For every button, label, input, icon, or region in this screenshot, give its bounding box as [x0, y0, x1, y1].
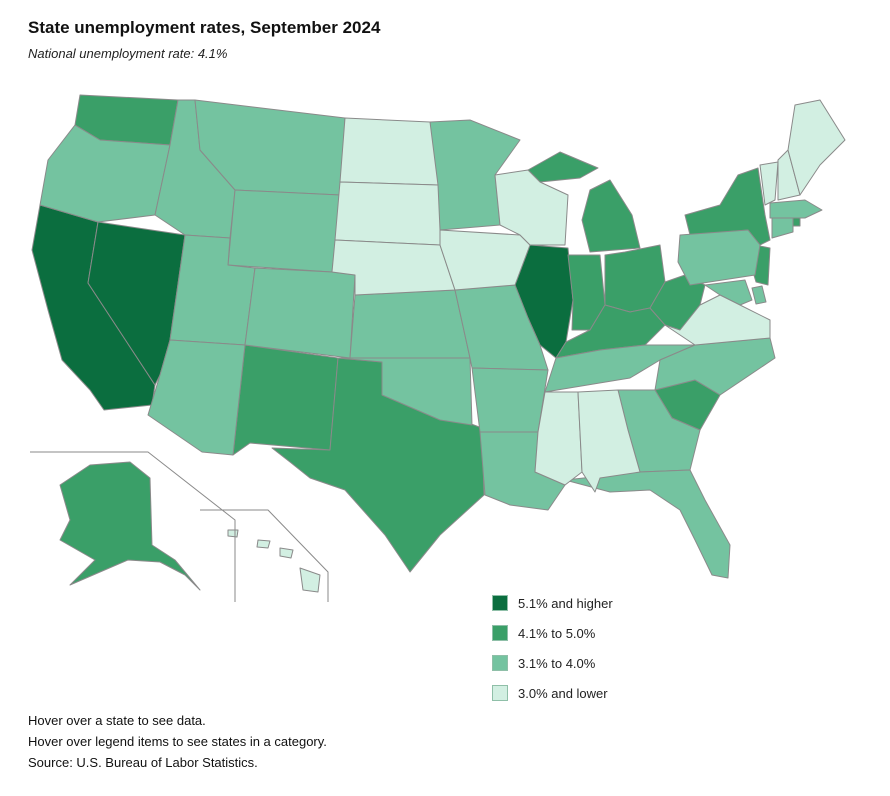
state-hawaii-oahu[interactable]: [256, 539, 271, 549]
legend-label: 4.1% to 5.0%: [518, 625, 596, 641]
state-arizona[interactable]: [147, 339, 246, 456]
legend-label: 3.1% to 4.0%: [518, 655, 596, 671]
state-alabama[interactable]: [577, 389, 641, 493]
state-new-mexico[interactable]: [232, 344, 339, 456]
state-alaska[interactable]: [59, 461, 201, 591]
state-oklahoma[interactable]: [337, 357, 473, 426]
legend-label: 3.0% and lower: [518, 685, 608, 701]
state-hawaii-maui[interactable]: [279, 547, 294, 559]
state-oregon[interactable]: [39, 124, 171, 223]
state-missouri[interactable]: [454, 284, 549, 371]
state-iowa[interactable]: [439, 229, 531, 291]
hawaii-inset-border: [200, 509, 329, 602]
legend-item-mid-low[interactable]: 3.1% to 4.0%: [492, 648, 613, 678]
state-kansas[interactable]: [349, 289, 471, 359]
page-subtitle: National unemployment rate: 4.1%: [28, 46, 228, 61]
state-florida[interactable]: [564, 469, 731, 579]
legend-swatch-mid-high: [492, 625, 508, 641]
state-connecticut[interactable]: [771, 215, 794, 239]
state-delaware[interactable]: [751, 285, 767, 305]
state-vermont[interactable]: [759, 161, 779, 206]
state-virginia[interactable]: [664, 294, 771, 346]
hover-state-note: Hover over a state to see data.: [28, 713, 206, 728]
legend-swatch-high: [492, 595, 508, 611]
legend-item-high[interactable]: 5.1% and higher: [492, 588, 613, 618]
state-hawaii-kauai[interactable]: [227, 529, 239, 538]
state-south-dakota[interactable]: [334, 181, 441, 246]
map-notes: Hover over a state to see data. Hover ov…: [28, 710, 327, 773]
state-massachusetts[interactable]: [769, 199, 823, 219]
state-north-dakota[interactable]: [339, 117, 439, 186]
legend-item-mid-high[interactable]: 4.1% to 5.0%: [492, 618, 613, 648]
legend-label: 5.1% and higher: [518, 595, 613, 611]
alaska-inset-border: [30, 451, 236, 602]
legend-swatch-mid-low: [492, 655, 508, 671]
state-maryland[interactable]: [704, 279, 753, 306]
source-note: Source: U.S. Bureau of Labor Statistics.: [28, 755, 258, 770]
state-michigan-lower[interactable]: [581, 179, 641, 253]
legend-swatch-low: [492, 685, 508, 701]
hover-legend-note: Hover over legend items to see states in…: [28, 734, 327, 749]
state-colorado[interactable]: [244, 267, 356, 359]
state-pennsylvania[interactable]: [677, 229, 761, 286]
legend-item-low[interactable]: 3.0% and lower: [492, 678, 613, 708]
state-hawaii-big-island[interactable]: [299, 567, 321, 593]
page-title: State unemployment rates, September 2024: [28, 18, 381, 37]
state-michigan-upper[interactable]: [527, 151, 599, 183]
map-legend: 5.1% and higher 4.1% to 5.0% 3.1% to 4.0…: [492, 588, 613, 708]
state-wyoming[interactable]: [227, 189, 341, 273]
state-maine[interactable]: [787, 99, 846, 196]
state-wisconsin[interactable]: [494, 169, 569, 246]
state-arkansas[interactable]: [471, 367, 549, 433]
